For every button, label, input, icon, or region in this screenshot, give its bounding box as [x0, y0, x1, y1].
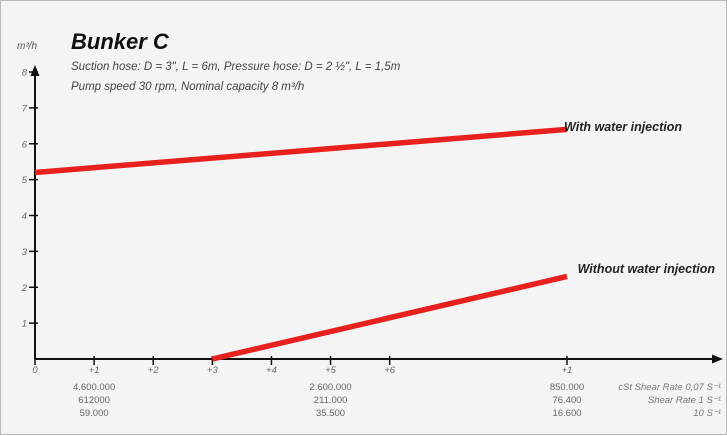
table-value: 35.500: [316, 408, 345, 419]
table-row-label: cSt Shear Rate 0,07 S⁻¹: [618, 382, 721, 393]
y-tick-label: 8: [22, 68, 28, 79]
series-line: [211, 273, 568, 362]
y-tick-label: 1: [22, 319, 27, 330]
x-tick-label: +1: [562, 365, 573, 376]
table-value: 4.600.000: [73, 382, 115, 393]
chart-title: Bunker C: [71, 29, 170, 54]
x-tick-label: +3: [207, 365, 219, 376]
chart-subtitle-line-1: Suction hose: D = 3", L = 6m, Pressure h…: [71, 61, 401, 73]
x-tick-label: +5: [325, 365, 337, 376]
y-axis-label: m³/h: [17, 41, 37, 52]
table-row-label: 10 S⁻¹: [693, 408, 721, 419]
y-tick-label: 6: [22, 139, 28, 150]
x-tick-label: 0: [32, 365, 38, 376]
table-value: 76.400: [552, 395, 581, 406]
y-tick-label: 4: [22, 211, 27, 222]
y-axis-arrow: [30, 65, 40, 76]
table-value: 2.600.000: [309, 382, 351, 393]
y-tick-label: 5: [22, 175, 28, 186]
y-tick-label: 3: [22, 247, 28, 258]
x-tick-label: +2: [148, 365, 160, 376]
series-line: [34, 126, 568, 176]
x-tick-label: +1: [89, 365, 100, 376]
chart-subtitle-line-2: Pump speed 30 rpm, Nominal capacity 8 m³…: [71, 81, 304, 93]
table-value: 211.000: [314, 395, 348, 406]
series-label: With water injection: [564, 120, 682, 134]
y-tick-label: 2: [21, 283, 28, 294]
series-label: Without water injection: [578, 262, 716, 276]
table-value: 16.600: [552, 408, 581, 419]
table-row-label: Shear Rate 1 S⁻¹: [648, 395, 721, 406]
table-value: 850.000: [550, 382, 584, 393]
x-axis-arrow: [712, 354, 723, 364]
x-tick-label: +6: [384, 365, 396, 376]
table-value: 612000: [78, 395, 110, 406]
x-tick-label: +4: [266, 365, 277, 376]
table-value: 59.000: [80, 408, 109, 419]
y-tick-label: 7: [22, 103, 28, 114]
